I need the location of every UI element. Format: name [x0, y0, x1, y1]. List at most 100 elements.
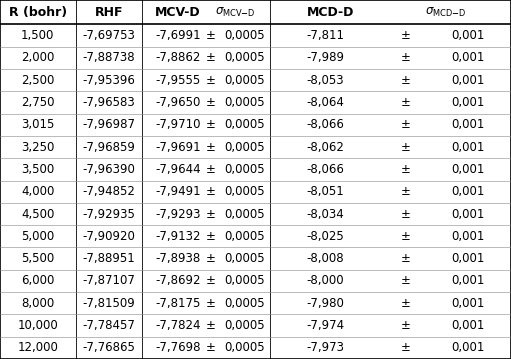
Text: -7,973: -7,973	[306, 341, 344, 354]
Text: 0,0005: 0,0005	[224, 297, 265, 310]
Text: 2,750: 2,750	[21, 96, 55, 109]
Text: ±: ±	[401, 274, 411, 288]
Text: -8,008: -8,008	[307, 252, 344, 265]
Text: -7,87107: -7,87107	[82, 274, 135, 288]
Text: 0,001: 0,001	[451, 74, 484, 87]
Text: 6,000: 6,000	[21, 274, 55, 288]
Text: ±: ±	[205, 252, 215, 265]
Text: 12,000: 12,000	[17, 341, 58, 354]
Text: -7,9132: -7,9132	[155, 230, 201, 243]
Text: MCD-D: MCD-D	[307, 6, 354, 19]
Text: 0,0005: 0,0005	[224, 29, 265, 42]
Text: 0,0005: 0,0005	[224, 252, 265, 265]
Text: -7,96583: -7,96583	[82, 96, 135, 109]
Text: -7,96859: -7,96859	[82, 141, 135, 154]
Text: -7,81509: -7,81509	[82, 297, 135, 310]
Text: RHF: RHF	[95, 6, 123, 19]
Text: -7,9710: -7,9710	[155, 118, 201, 131]
Text: ±: ±	[205, 319, 215, 332]
Text: $\sigma_{\mathsf{MCV\mathregular{-}D}}$: $\sigma_{\mathsf{MCV\mathregular{-}D}}$	[215, 6, 256, 19]
Text: ±: ±	[401, 96, 411, 109]
Text: 0,001: 0,001	[451, 230, 484, 243]
Text: -7,989: -7,989	[306, 51, 344, 64]
Text: -7,76865: -7,76865	[82, 341, 135, 354]
Text: 0,001: 0,001	[451, 141, 484, 154]
Text: 0,0005: 0,0005	[224, 208, 265, 220]
Text: -7,6991: -7,6991	[155, 29, 201, 42]
Text: ±: ±	[401, 29, 411, 42]
Text: 0,0005: 0,0005	[224, 96, 265, 109]
Text: -7,94852: -7,94852	[82, 185, 135, 198]
Text: 5,000: 5,000	[21, 230, 55, 243]
Text: ±: ±	[205, 163, 215, 176]
Text: -8,064: -8,064	[307, 96, 344, 109]
Text: 2,000: 2,000	[21, 51, 55, 64]
Text: 0,0005: 0,0005	[224, 230, 265, 243]
Text: 0,0005: 0,0005	[224, 319, 265, 332]
Text: -7,9491: -7,9491	[155, 185, 201, 198]
Text: ±: ±	[401, 163, 411, 176]
Text: 0,001: 0,001	[451, 319, 484, 332]
Text: 0,001: 0,001	[451, 208, 484, 220]
Text: $\sigma_{\mathsf{MCD\mathregular{-}D}}$: $\sigma_{\mathsf{MCD\mathregular{-}D}}$	[425, 6, 467, 19]
Text: ±: ±	[205, 185, 215, 198]
Text: -8,066: -8,066	[307, 118, 344, 131]
Text: -8,025: -8,025	[307, 230, 344, 243]
Text: ±: ±	[205, 29, 215, 42]
Text: -7,8692: -7,8692	[155, 274, 201, 288]
Text: -7,9644: -7,9644	[155, 163, 201, 176]
Text: 0,0005: 0,0005	[224, 51, 265, 64]
Text: 8,000: 8,000	[21, 297, 55, 310]
Text: ±: ±	[205, 341, 215, 354]
Text: ±: ±	[205, 51, 215, 64]
Text: 1,500: 1,500	[21, 29, 55, 42]
Text: 2,500: 2,500	[21, 74, 55, 87]
Text: ±: ±	[205, 96, 215, 109]
Text: 3,015: 3,015	[21, 118, 55, 131]
Text: ±: ±	[401, 297, 411, 310]
Text: ±: ±	[401, 51, 411, 64]
Text: -8,066: -8,066	[307, 163, 344, 176]
Text: ±: ±	[401, 319, 411, 332]
Text: -7,974: -7,974	[306, 319, 344, 332]
Text: 0,0005: 0,0005	[224, 163, 265, 176]
Text: -7,9293: -7,9293	[155, 208, 201, 220]
Text: -7,96987: -7,96987	[82, 118, 135, 131]
Text: R (bohr): R (bohr)	[9, 6, 67, 19]
Text: ±: ±	[205, 274, 215, 288]
Text: -8,034: -8,034	[307, 208, 344, 220]
Text: ±: ±	[401, 118, 411, 131]
Text: -7,8938: -7,8938	[155, 252, 200, 265]
Text: -7,980: -7,980	[307, 297, 344, 310]
Text: -7,7698: -7,7698	[155, 341, 201, 354]
Text: ±: ±	[205, 208, 215, 220]
Text: 5,500: 5,500	[21, 252, 55, 265]
Text: 0,001: 0,001	[451, 341, 484, 354]
Text: 0,0005: 0,0005	[224, 185, 265, 198]
Text: 0,001: 0,001	[451, 29, 484, 42]
Text: -7,8175: -7,8175	[155, 297, 200, 310]
Text: -7,90920: -7,90920	[82, 230, 135, 243]
Text: ±: ±	[401, 341, 411, 354]
Text: 3,500: 3,500	[21, 163, 55, 176]
Text: 0,001: 0,001	[451, 163, 484, 176]
Text: -8,000: -8,000	[307, 274, 344, 288]
Text: 0,0005: 0,0005	[224, 118, 265, 131]
Text: 0,001: 0,001	[451, 51, 484, 64]
Text: 0,001: 0,001	[451, 185, 484, 198]
Text: 0,0005: 0,0005	[224, 341, 265, 354]
Text: -7,95396: -7,95396	[82, 74, 135, 87]
Text: -7,7824: -7,7824	[155, 319, 201, 332]
Text: -7,9555: -7,9555	[155, 74, 200, 87]
Text: 4,000: 4,000	[21, 185, 55, 198]
Text: -8,051: -8,051	[307, 185, 344, 198]
Text: ±: ±	[205, 141, 215, 154]
Text: ±: ±	[401, 230, 411, 243]
Text: -7,69753: -7,69753	[82, 29, 135, 42]
Text: -7,92935: -7,92935	[82, 208, 135, 220]
Text: -7,88951: -7,88951	[82, 252, 135, 265]
Text: 0,001: 0,001	[451, 118, 484, 131]
Text: 0,0005: 0,0005	[224, 274, 265, 288]
Text: -7,88738: -7,88738	[83, 51, 135, 64]
Text: -7,811: -7,811	[306, 29, 344, 42]
